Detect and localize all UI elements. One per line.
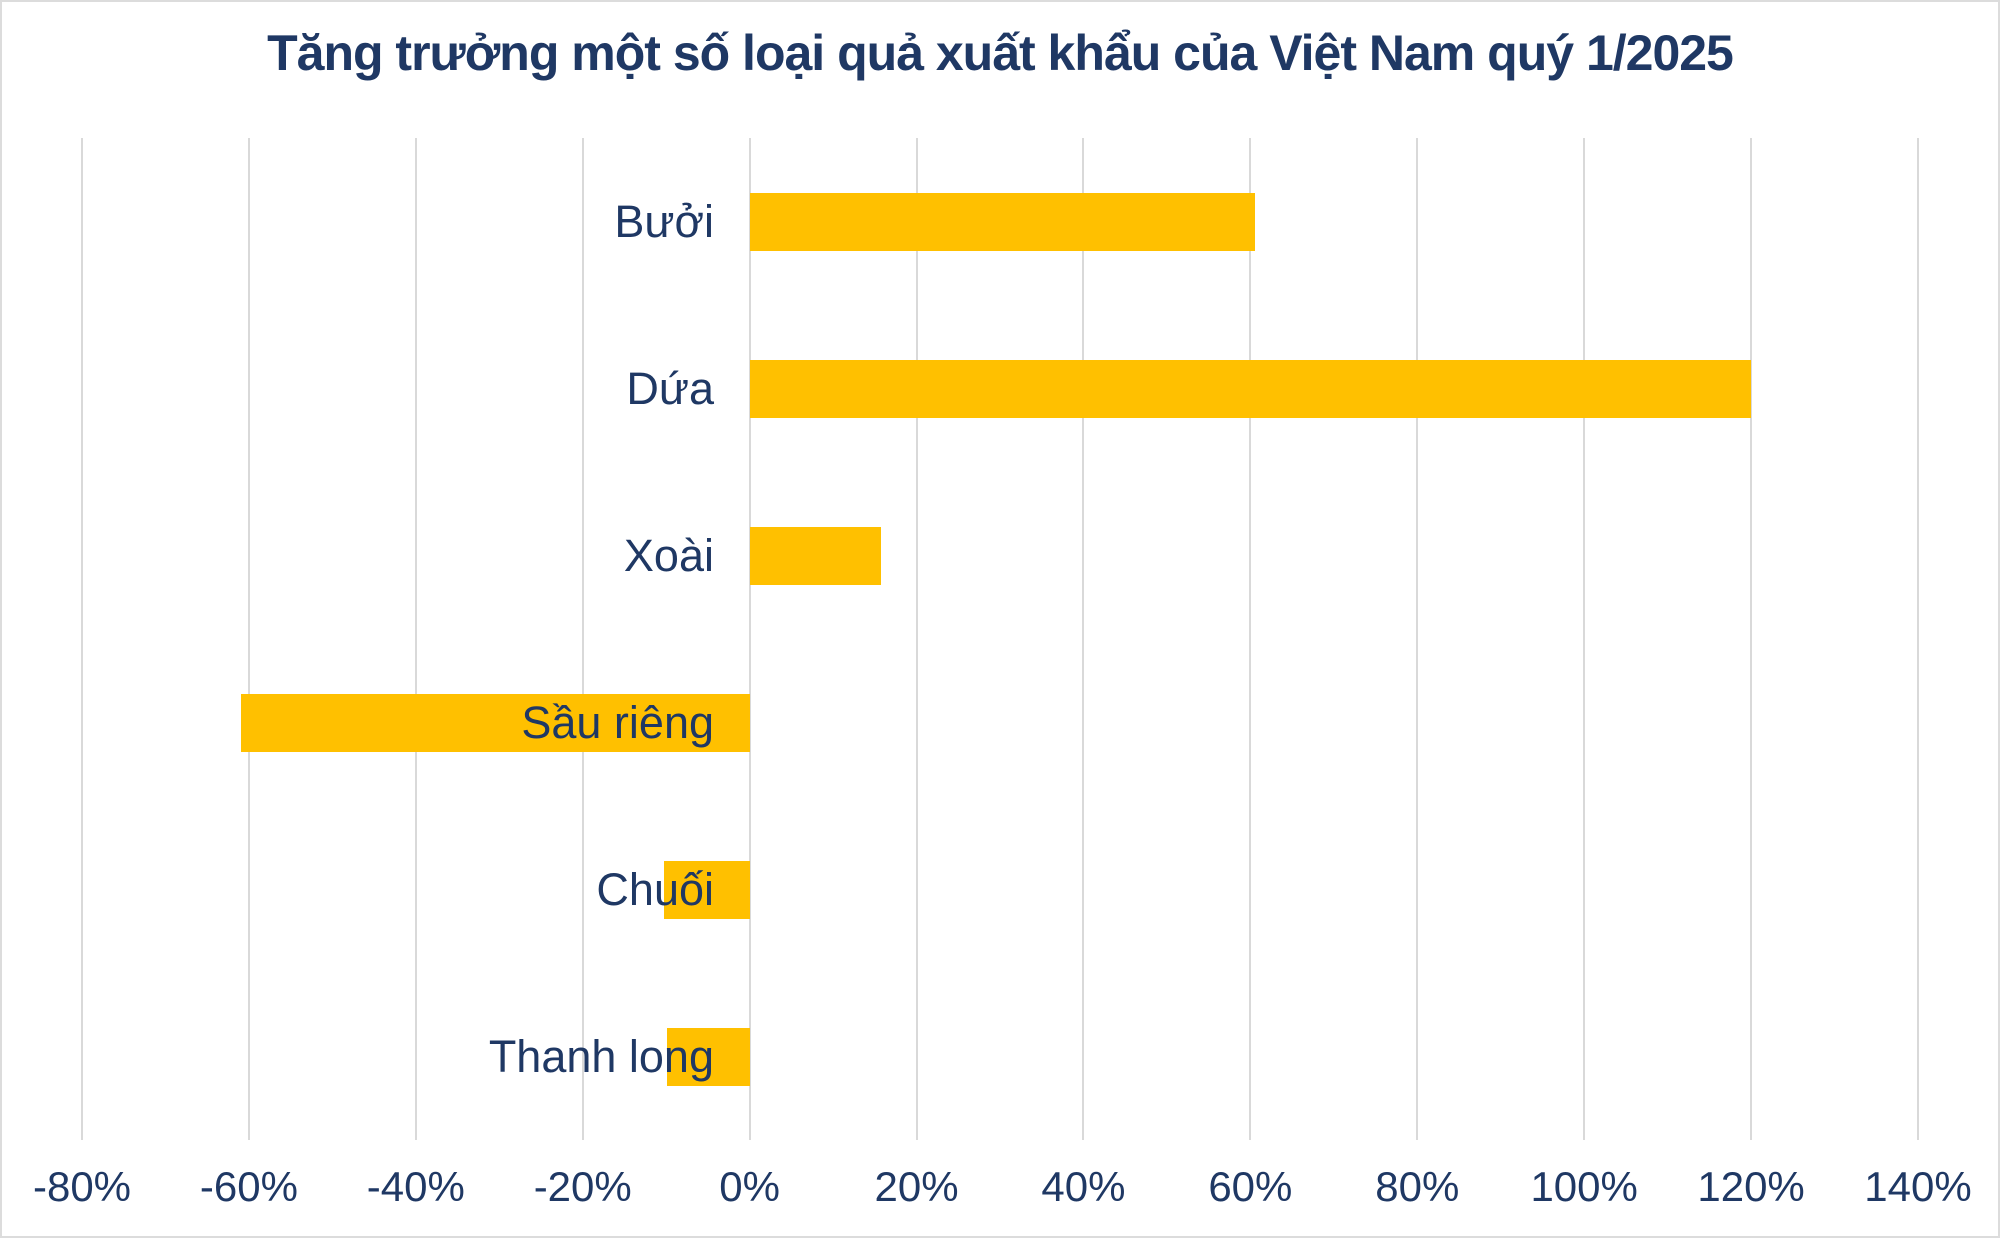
x-tick-label: 0% <box>719 1163 780 1210</box>
gridline <box>414 138 417 1140</box>
gridline <box>1082 138 1085 1140</box>
x-tick-label: 100% <box>1530 1163 1638 1210</box>
gridline <box>81 138 83 1140</box>
category-label: Xoài <box>623 530 714 581</box>
x-tick-label: 120% <box>1697 1163 1805 1210</box>
gridline <box>1583 138 1586 1140</box>
x-tick-label: -20% <box>533 1163 632 1210</box>
gridline <box>1416 138 1419 1140</box>
bar-xoài <box>749 526 882 585</box>
gridline <box>748 138 751 1140</box>
category-label: Bưởi <box>614 196 714 247</box>
category-label: Sầu riêng <box>521 697 714 748</box>
x-tick-label: 40% <box>1041 1163 1126 1210</box>
bar-sầu-riêng <box>240 693 750 752</box>
bar-dứa <box>749 359 1752 418</box>
category-label: Thanh long <box>488 1031 714 1082</box>
gridline <box>1917 138 1919 1140</box>
chart-title: Tăng trưởng một số loại quả xuất khẩu củ… <box>267 25 1734 81</box>
bar-chuối <box>663 860 750 919</box>
category-label: Dứa <box>626 363 714 414</box>
x-tick-label: -80% <box>32 1163 132 1210</box>
gridline <box>581 138 584 1140</box>
bar-thanh-long <box>667 1027 750 1086</box>
bar-bưởi <box>749 192 1255 251</box>
gridline <box>915 138 918 1140</box>
x-tick-label: 80% <box>1375 1163 1460 1210</box>
x-tick-label: -40% <box>366 1163 465 1210</box>
gridline <box>1750 138 1753 1140</box>
x-tick-label: 140% <box>1864 1163 1972 1210</box>
x-tick-label: -60% <box>199 1163 298 1210</box>
gridline <box>1249 138 1252 1140</box>
gridline <box>247 138 250 1140</box>
plot-area <box>81 138 1919 1140</box>
category-label: Chuối <box>596 864 714 915</box>
x-tick-label: 60% <box>1208 1163 1293 1210</box>
x-tick-label: 20% <box>874 1163 959 1210</box>
